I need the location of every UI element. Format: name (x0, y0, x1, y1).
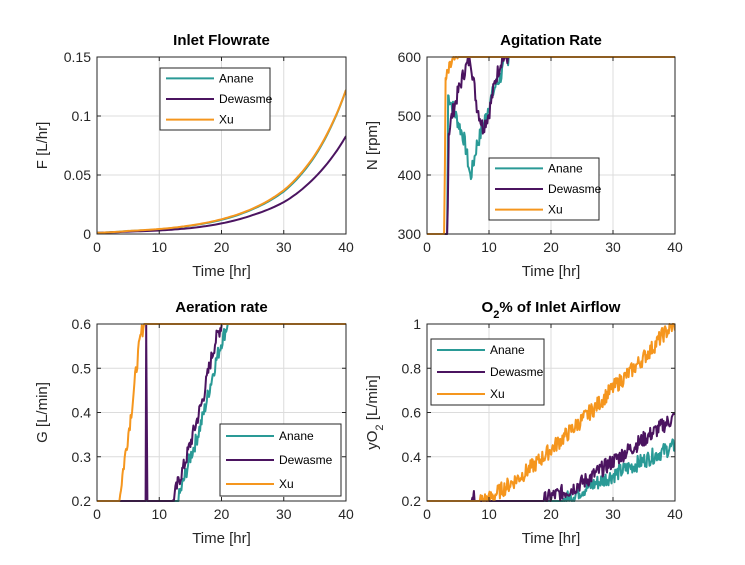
y-axis-label: G [L/min] (34, 382, 51, 443)
subplot-1: 0 10 20 30 40 0 0.05 0.1 0.15 Inlet Flowrate Time … (34, 32, 354, 280)
x-tick-label: 30 (276, 239, 292, 255)
legend-label: Dewasme (490, 365, 544, 379)
legend-label: Xu (490, 387, 505, 401)
text-part: yO (364, 431, 381, 450)
x-tick-label: 20 (214, 506, 230, 522)
y-tick-label: 0.2 (72, 493, 92, 509)
x-tick-label: 30 (605, 506, 621, 522)
x-tick-label: 0 (93, 239, 101, 255)
legend-label: Dewasme (219, 92, 273, 106)
y-tick-label: 500 (398, 108, 422, 124)
x-tick-label: 30 (276, 506, 292, 522)
y-tick-label: 0.5 (72, 360, 92, 376)
x-axis-label: Time [hr] (522, 530, 581, 547)
legend-label: Anane (279, 429, 314, 443)
y-tick-label: 0.4 (402, 449, 422, 465)
y-axis-label: F [L/hr] (34, 122, 51, 170)
y-tick-label: 0.05 (64, 167, 91, 183)
y-tick-label: 0.1 (72, 108, 92, 124)
text-part: N [rpm] (364, 121, 381, 170)
x-tick-label: 0 (423, 506, 431, 522)
chart-title: O2% of Inlet Airflow (482, 299, 621, 321)
x-tick-label: 40 (667, 506, 683, 522)
chart-title: Agitation Rate (500, 32, 602, 49)
x-tick-label: 10 (151, 506, 167, 522)
x-axis-label: Time [hr] (192, 263, 251, 280)
x-tick-label: 20 (214, 239, 230, 255)
legend: Anane Dewasme Xu (488, 157, 602, 221)
y-tick-label: 0.8 (402, 360, 422, 376)
y-axis-label: yO2 [L/min] (364, 375, 386, 449)
series-line-xu (97, 89, 346, 234)
chart-title: Inlet Flowrate (173, 32, 270, 49)
x-tick-label: 30 (605, 239, 621, 255)
x-tick-label: 20 (543, 506, 559, 522)
legend-label: Xu (219, 113, 234, 127)
text-part: O (482, 299, 494, 316)
y-axis-label: N [rpm] (364, 121, 381, 170)
legend-label: Xu (279, 477, 294, 491)
legend: Anane Dewasme Xu (219, 423, 342, 497)
y-tick-label: 0 (83, 226, 91, 242)
legend-label: Xu (548, 203, 563, 217)
y-tick-label: 0.3 (72, 449, 92, 465)
legend-label: Anane (490, 343, 525, 357)
x-tick-label: 20 (543, 239, 559, 255)
text-part: % of Inlet Airflow (499, 299, 620, 316)
x-tick-label: 40 (338, 239, 354, 255)
x-tick-label: 10 (151, 239, 167, 255)
legend: Anane Dewasme Xu (159, 67, 273, 131)
legend-label: Dewasme (279, 453, 333, 467)
y-tick-label: 400 (398, 167, 422, 183)
text-part: Agitation Rate (500, 32, 602, 49)
text-part: Aeration rate (175, 299, 268, 316)
y-tick-label: 600 (398, 49, 422, 65)
y-tick-label: 0.15 (64, 49, 91, 65)
x-axis-label: Time [hr] (522, 263, 581, 280)
x-tick-label: 10 (481, 506, 497, 522)
text-part: Inlet Flowrate (173, 32, 270, 49)
y-tick-label: 0.6 (72, 316, 92, 332)
y-tick-label: 300 (398, 226, 422, 242)
chart-title: Aeration rate (175, 299, 268, 316)
subplot-2: 0 10 20 30 40 300 400 500 600 Agitation Rate Time … (364, 32, 683, 280)
text-part: G [L/min] (34, 382, 51, 443)
x-tick-label: 40 (667, 239, 683, 255)
legend-label: Anane (219, 71, 254, 85)
x-axis-label: Time [hr] (192, 530, 251, 547)
legend-label: Dewasme (548, 182, 602, 196)
x-tick-label: 0 (93, 506, 101, 522)
text-part: [L/min] (364, 375, 381, 424)
subplot-3: 0 10 20 30 40 0.2 0.3 0.4 0.5 0.6 Aeration rate Tim… (34, 299, 354, 547)
legend-label: Anane (548, 161, 583, 175)
legend: Anane Dewasme Xu (430, 338, 545, 406)
x-tick-label: 0 (423, 239, 431, 255)
y-tick-label: 0.4 (72, 405, 92, 421)
y-tick-label: 0.6 (402, 405, 422, 421)
x-tick-label: 40 (338, 506, 354, 522)
y-tick-label: 0.2 (402, 493, 422, 509)
series-group (97, 89, 346, 234)
text-part: 2 (493, 309, 499, 321)
text-part: F [L/hr] (34, 122, 51, 170)
text-part: 2 (374, 424, 386, 430)
x-tick-label: 10 (481, 239, 497, 255)
y-tick-label: 1 (413, 316, 421, 332)
